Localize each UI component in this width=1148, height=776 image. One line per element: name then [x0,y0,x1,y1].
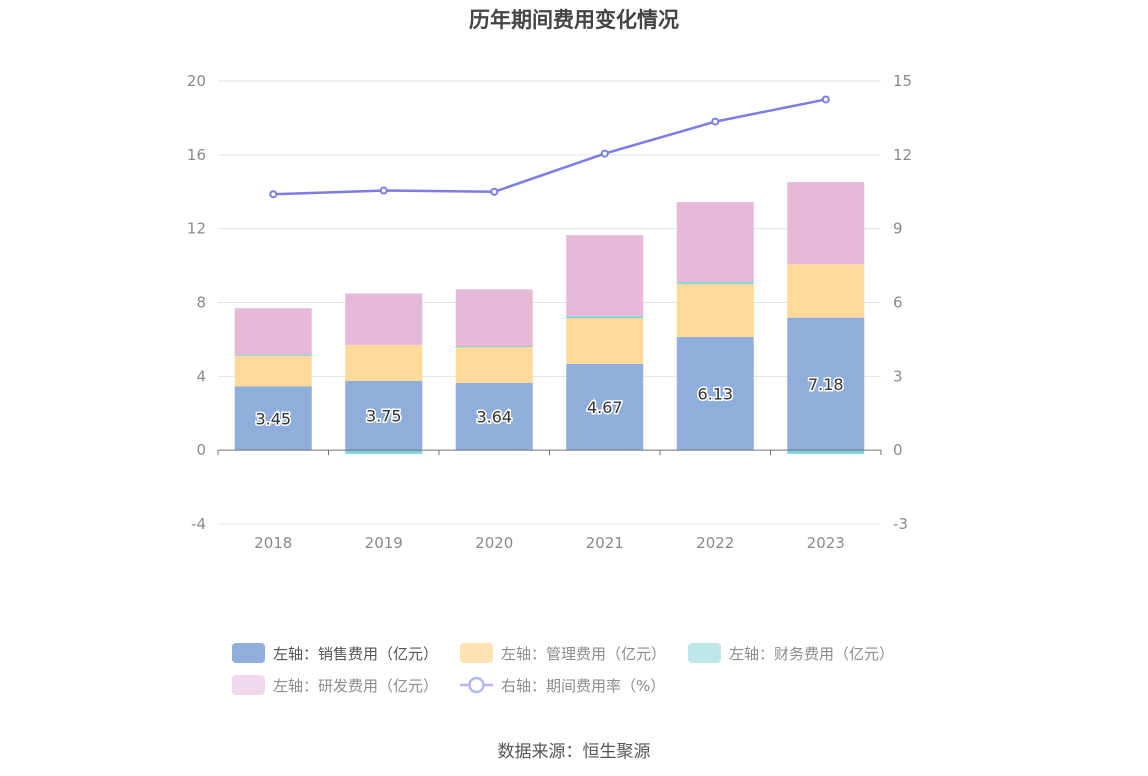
bar-segment-finance-2020 [455,346,533,347]
x-axis-tick-label: 2019 [365,534,403,552]
right-axis-tick-label: 6 [893,294,903,312]
bar-segment-rnd-2021 [566,235,644,317]
bar-segment-finance-2022 [676,282,754,284]
legend-label-rnd: 左轴：研发费用（亿元） [273,676,439,695]
legend-item-rnd[interactable]: 左轴：研发费用（亿元） [232,675,438,696]
legend-item-sales[interactable]: 左轴：销售费用（亿元） [232,643,438,664]
legend-swatch-rnd [232,675,265,695]
bar-segment-rnd-2018 [234,308,312,355]
legend-item-admin[interactable]: 左轴：管理费用（亿元） [460,643,666,664]
expense-ratio-point [490,187,499,196]
bar-segment-finance-2023 [787,450,865,454]
bar-segment-admin-2023 [787,264,865,318]
legend-row-2: 左轴：研发费用（亿元） 右轴：期间费用率（%） [232,669,952,701]
bar-segment-rnd-2019 [345,293,423,345]
right-axis-tick-label: 3 [893,367,903,385]
legend-swatch-sales [232,643,265,663]
expense-ratio-point [600,149,609,158]
bar-segment-rnd-2020 [455,289,533,347]
bar-segment-admin-2021 [566,318,644,364]
bar-segment-admin-2019 [345,344,423,381]
right-axis-tick-label: 12 [893,146,912,164]
bar-segment-finance-2018 [234,354,312,356]
expense-ratio-line [273,98,826,196]
data-label-sales: 7.18 [808,375,844,394]
x-axis-tick-label: 2018 [254,534,292,552]
left-axis-tick-label: -4 [191,515,206,533]
legend-label-expense-ratio: 右轴：期间费用率（%） [501,676,666,695]
legend-line-marker-icon [460,676,494,694]
expense-ratio-point [269,190,278,199]
chart-canvas: -4 -3 0 0 4 3 8 6 12 9 16 12 20 15 2018 2019 2020 2021 202… [187,72,912,552]
legend-item-expense-ratio[interactable]: 右轴：期间费用率（%） [460,675,665,696]
data-label-sales: 3.64 [476,408,512,427]
right-axis-tick-label: 9 [893,220,903,238]
legend-label-admin: 左轴：管理费用（亿元） [501,644,667,663]
bar-segment-finance-2021 [566,316,644,319]
bar-segment-sales-2023 [787,317,865,451]
expense-ratio-point [379,186,388,195]
legend-label-finance: 左轴：财务费用（亿元） [729,644,895,663]
bar-segment-sales-2019 [345,380,423,451]
right-axis-tick-label: -3 [893,515,908,533]
data-label-sales: 4.67 [587,398,623,417]
left-axis-tick-label: 20 [187,72,206,90]
expense-ratio-point [821,95,830,104]
right-axis-tick-label: 15 [893,72,912,90]
bar-segment-sales-2020 [455,382,533,451]
left-axis-tick-label: 4 [196,367,206,385]
bar-segment-rnd-2023 [787,182,865,265]
bar-segment-admin-2018 [234,355,312,387]
left-axis-tick-label: 0 [196,441,206,459]
x-axis-tick-label: 2023 [807,534,845,552]
legend: 左轴：销售费用（亿元） 左轴：管理费用（亿元） 左轴：财务费用（亿元） 左轴：研… [232,637,952,701]
left-axis-tick-label: 12 [187,220,206,238]
chart-title: 历年期间费用变化情况 [469,8,679,32]
data-label-sales: 3.75 [366,407,402,426]
bar-segment-sales-2021 [566,363,644,451]
legend-label-sales: 左轴：销售费用（亿元） [273,644,439,663]
legend-swatch-finance [688,643,722,663]
legend-swatch-admin [460,643,494,663]
legend-row-1: 左轴：销售费用（亿元） 左轴：管理费用（亿元） 左轴：财务费用（亿元） [232,637,952,669]
left-axis-tick-label: 16 [187,146,206,164]
expense-ratio-point [711,117,720,126]
x-axis-tick-label: 2021 [586,534,624,552]
legend-item-finance[interactable]: 左轴：财务费用（亿元） [688,643,894,664]
data-label-sales: 3.45 [255,409,291,428]
bar-segment-finance-2019 [345,450,423,454]
bar-segment-sales-2022 [676,337,754,451]
bar-segment-admin-2020 [455,346,533,383]
bar-segment-sales-2018 [234,386,312,451]
data-label-sales: 6.13 [697,385,733,404]
x-axis-tick-label: 2022 [696,534,734,552]
bar-segment-admin-2022 [676,283,754,338]
left-axis-tick-label: 8 [196,294,206,312]
right-axis-tick-label: 0 [893,441,903,459]
bar-segment-rnd-2022 [676,202,754,283]
x-axis-tick-label: 2020 [475,534,513,552]
data-source: 数据来源：恒生聚源 [497,742,651,762]
